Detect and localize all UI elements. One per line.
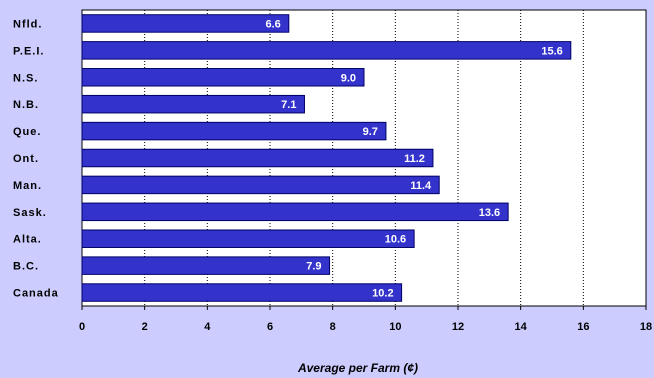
x-tick-label: 8 xyxy=(330,321,336,333)
bar xyxy=(81,148,434,168)
bar-value-label: 6.6 xyxy=(266,18,281,30)
bar xyxy=(81,94,305,114)
x-axis-title: Average per Farm (¢) xyxy=(297,361,418,375)
x-tick-label: 10 xyxy=(389,321,401,333)
category-labels: Nfld. P.E.I. N.S. N.B. Que. Ont. Man. Sask. Alta… xyxy=(13,18,59,300)
category-label: Alta. xyxy=(13,234,42,246)
x-tick-label: 4 xyxy=(204,321,211,333)
bar-value-label: 15.6 xyxy=(541,45,562,57)
bar-value-label: 10.6 xyxy=(385,234,406,246)
x-tick-label: 12 xyxy=(452,321,464,333)
category-label: N.B. xyxy=(13,99,39,111)
x-tick-label: 0 xyxy=(79,321,85,333)
x-tick-label: 14 xyxy=(515,321,528,333)
bar xyxy=(81,283,403,302)
category-label: Canada xyxy=(13,288,59,300)
bar xyxy=(81,202,509,222)
x-tick-label: 16 xyxy=(577,321,589,333)
bar xyxy=(81,121,387,141)
category-label: B.C. xyxy=(13,261,39,273)
bar xyxy=(81,256,331,275)
category-label: Sask. xyxy=(13,207,47,219)
bar xyxy=(81,229,415,248)
bar-value-label: 9.0 xyxy=(341,72,356,84)
category-label: P.E.I. xyxy=(13,45,44,57)
bar-value-label: 13.6 xyxy=(479,207,500,219)
category-label: Ont. xyxy=(13,153,39,165)
x-tick-labels: 0 2 4 6 8 10 12 14 16 18 xyxy=(79,306,652,333)
x-tick-label: 6 xyxy=(267,321,273,333)
bar-value-label: 11.4 xyxy=(410,180,432,192)
bar-value-label: 7.9 xyxy=(306,261,321,273)
bars: 6.6 15.6 9.0 7.1 9.7 11.2 11.4 13.6 10.6 7.9 10.2 xyxy=(81,14,572,302)
bar-value-label: 9.7 xyxy=(363,126,378,138)
x-tick-label: 2 xyxy=(142,321,148,333)
bar xyxy=(81,41,572,60)
bar xyxy=(81,175,440,195)
category-label: N.S. xyxy=(13,72,38,84)
bar-value-label: 11.2 xyxy=(404,153,425,165)
bar-value-label: 10.2 xyxy=(372,288,393,300)
bar-value-label: 7.1 xyxy=(281,99,296,111)
category-label: Que. xyxy=(13,126,41,138)
bar xyxy=(81,14,290,33)
bar xyxy=(81,68,365,87)
x-tick-label: 18 xyxy=(640,321,652,333)
category-label: Nfld. xyxy=(13,18,42,30)
category-label: Man. xyxy=(13,180,42,192)
